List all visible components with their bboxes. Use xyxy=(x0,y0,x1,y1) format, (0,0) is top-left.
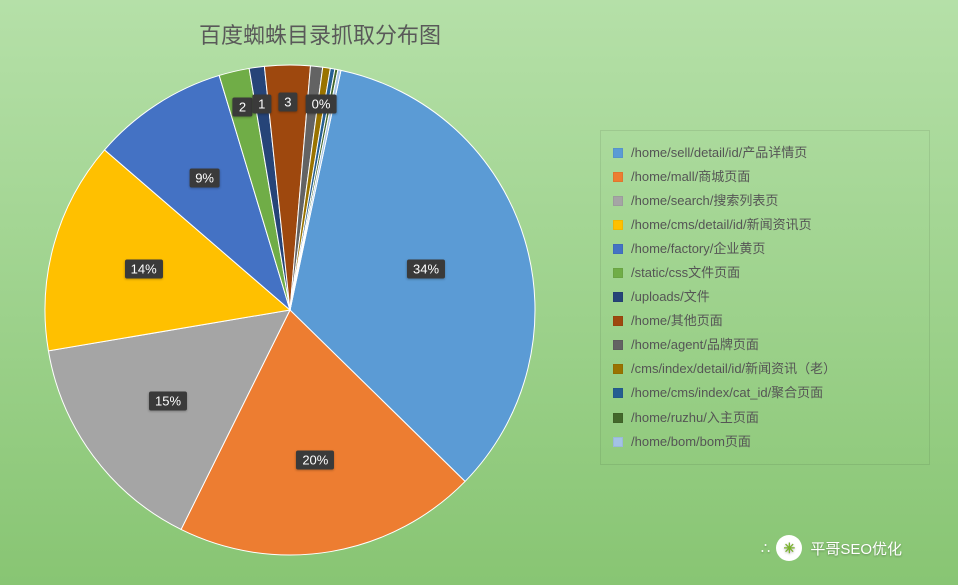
legend-label: /home/factory/企业黄页 xyxy=(631,237,765,261)
legend-item: /home/factory/企业黄页 xyxy=(613,237,917,261)
legend-item: /home/ruzhu/入主页面 xyxy=(613,406,917,430)
legend-swatch xyxy=(613,364,623,374)
legend-swatch xyxy=(613,388,623,398)
legend-label: /static/css文件页面 xyxy=(631,261,740,285)
legend-item: /home/bom/bom页面 xyxy=(613,430,917,454)
legend-label: /home/search/搜索列表页 xyxy=(631,189,778,213)
legend: /home/sell/detail/id/产品详情页/home/mall/商城页… xyxy=(600,130,930,465)
legend-swatch xyxy=(613,172,623,182)
legend-item: /home/cms/index/cat_id/聚合页面 xyxy=(613,381,917,405)
legend-label: /home/agent/品牌页面 xyxy=(631,333,759,357)
legend-item: /home/agent/品牌页面 xyxy=(613,333,917,357)
watermark-text: 平哥SEO优化 xyxy=(810,538,902,559)
legend-label: /home/其他页面 xyxy=(631,309,723,333)
legend-label: /home/mall/商城页面 xyxy=(631,165,750,189)
legend-item: /home/search/搜索列表页 xyxy=(613,189,917,213)
legend-swatch xyxy=(613,244,623,254)
legend-item: /uploads/文件 xyxy=(613,285,917,309)
watermark: ∴ ✳ 平哥SEO优化 xyxy=(761,535,902,561)
legend-item: /static/css文件页面 xyxy=(613,261,917,285)
legend-item: /home/cms/detail/id/新闻资讯页 xyxy=(613,213,917,237)
legend-item: /home/其他页面 xyxy=(613,309,917,333)
legend-swatch xyxy=(613,437,623,447)
legend-label: /home/cms/index/cat_id/聚合页面 xyxy=(631,381,823,405)
legend-label: /cms/index/detail/id/新闻资讯（老） xyxy=(631,357,836,381)
legend-swatch xyxy=(613,316,623,326)
watermark-dots-icon: ∴ xyxy=(761,539,773,557)
legend-label: /home/ruzhu/入主页面 xyxy=(631,406,759,430)
chart-title: 百度蜘蛛目录抓取分布图 xyxy=(0,18,640,50)
legend-label: /home/cms/detail/id/新闻资讯页 xyxy=(631,213,812,237)
legend-item: /home/mall/商城页面 xyxy=(613,165,917,189)
legend-swatch xyxy=(613,220,623,230)
legend-item: /home/sell/detail/id/产品详情页 xyxy=(613,141,917,165)
pie-svg xyxy=(40,60,540,560)
pie-chart: 34%20%15%14%9%2130% xyxy=(40,60,540,560)
legend-label: /home/bom/bom页面 xyxy=(631,430,751,454)
watermark-logo-icon: ✳ xyxy=(776,535,802,561)
legend-swatch xyxy=(613,340,623,350)
legend-label: /home/sell/detail/id/产品详情页 xyxy=(631,141,807,165)
legend-swatch xyxy=(613,148,623,158)
legend-swatch xyxy=(613,196,623,206)
legend-swatch xyxy=(613,292,623,302)
legend-label: /uploads/文件 xyxy=(631,285,710,309)
legend-swatch xyxy=(613,413,623,423)
legend-swatch xyxy=(613,268,623,278)
legend-item: /cms/index/detail/id/新闻资讯（老） xyxy=(613,357,917,381)
